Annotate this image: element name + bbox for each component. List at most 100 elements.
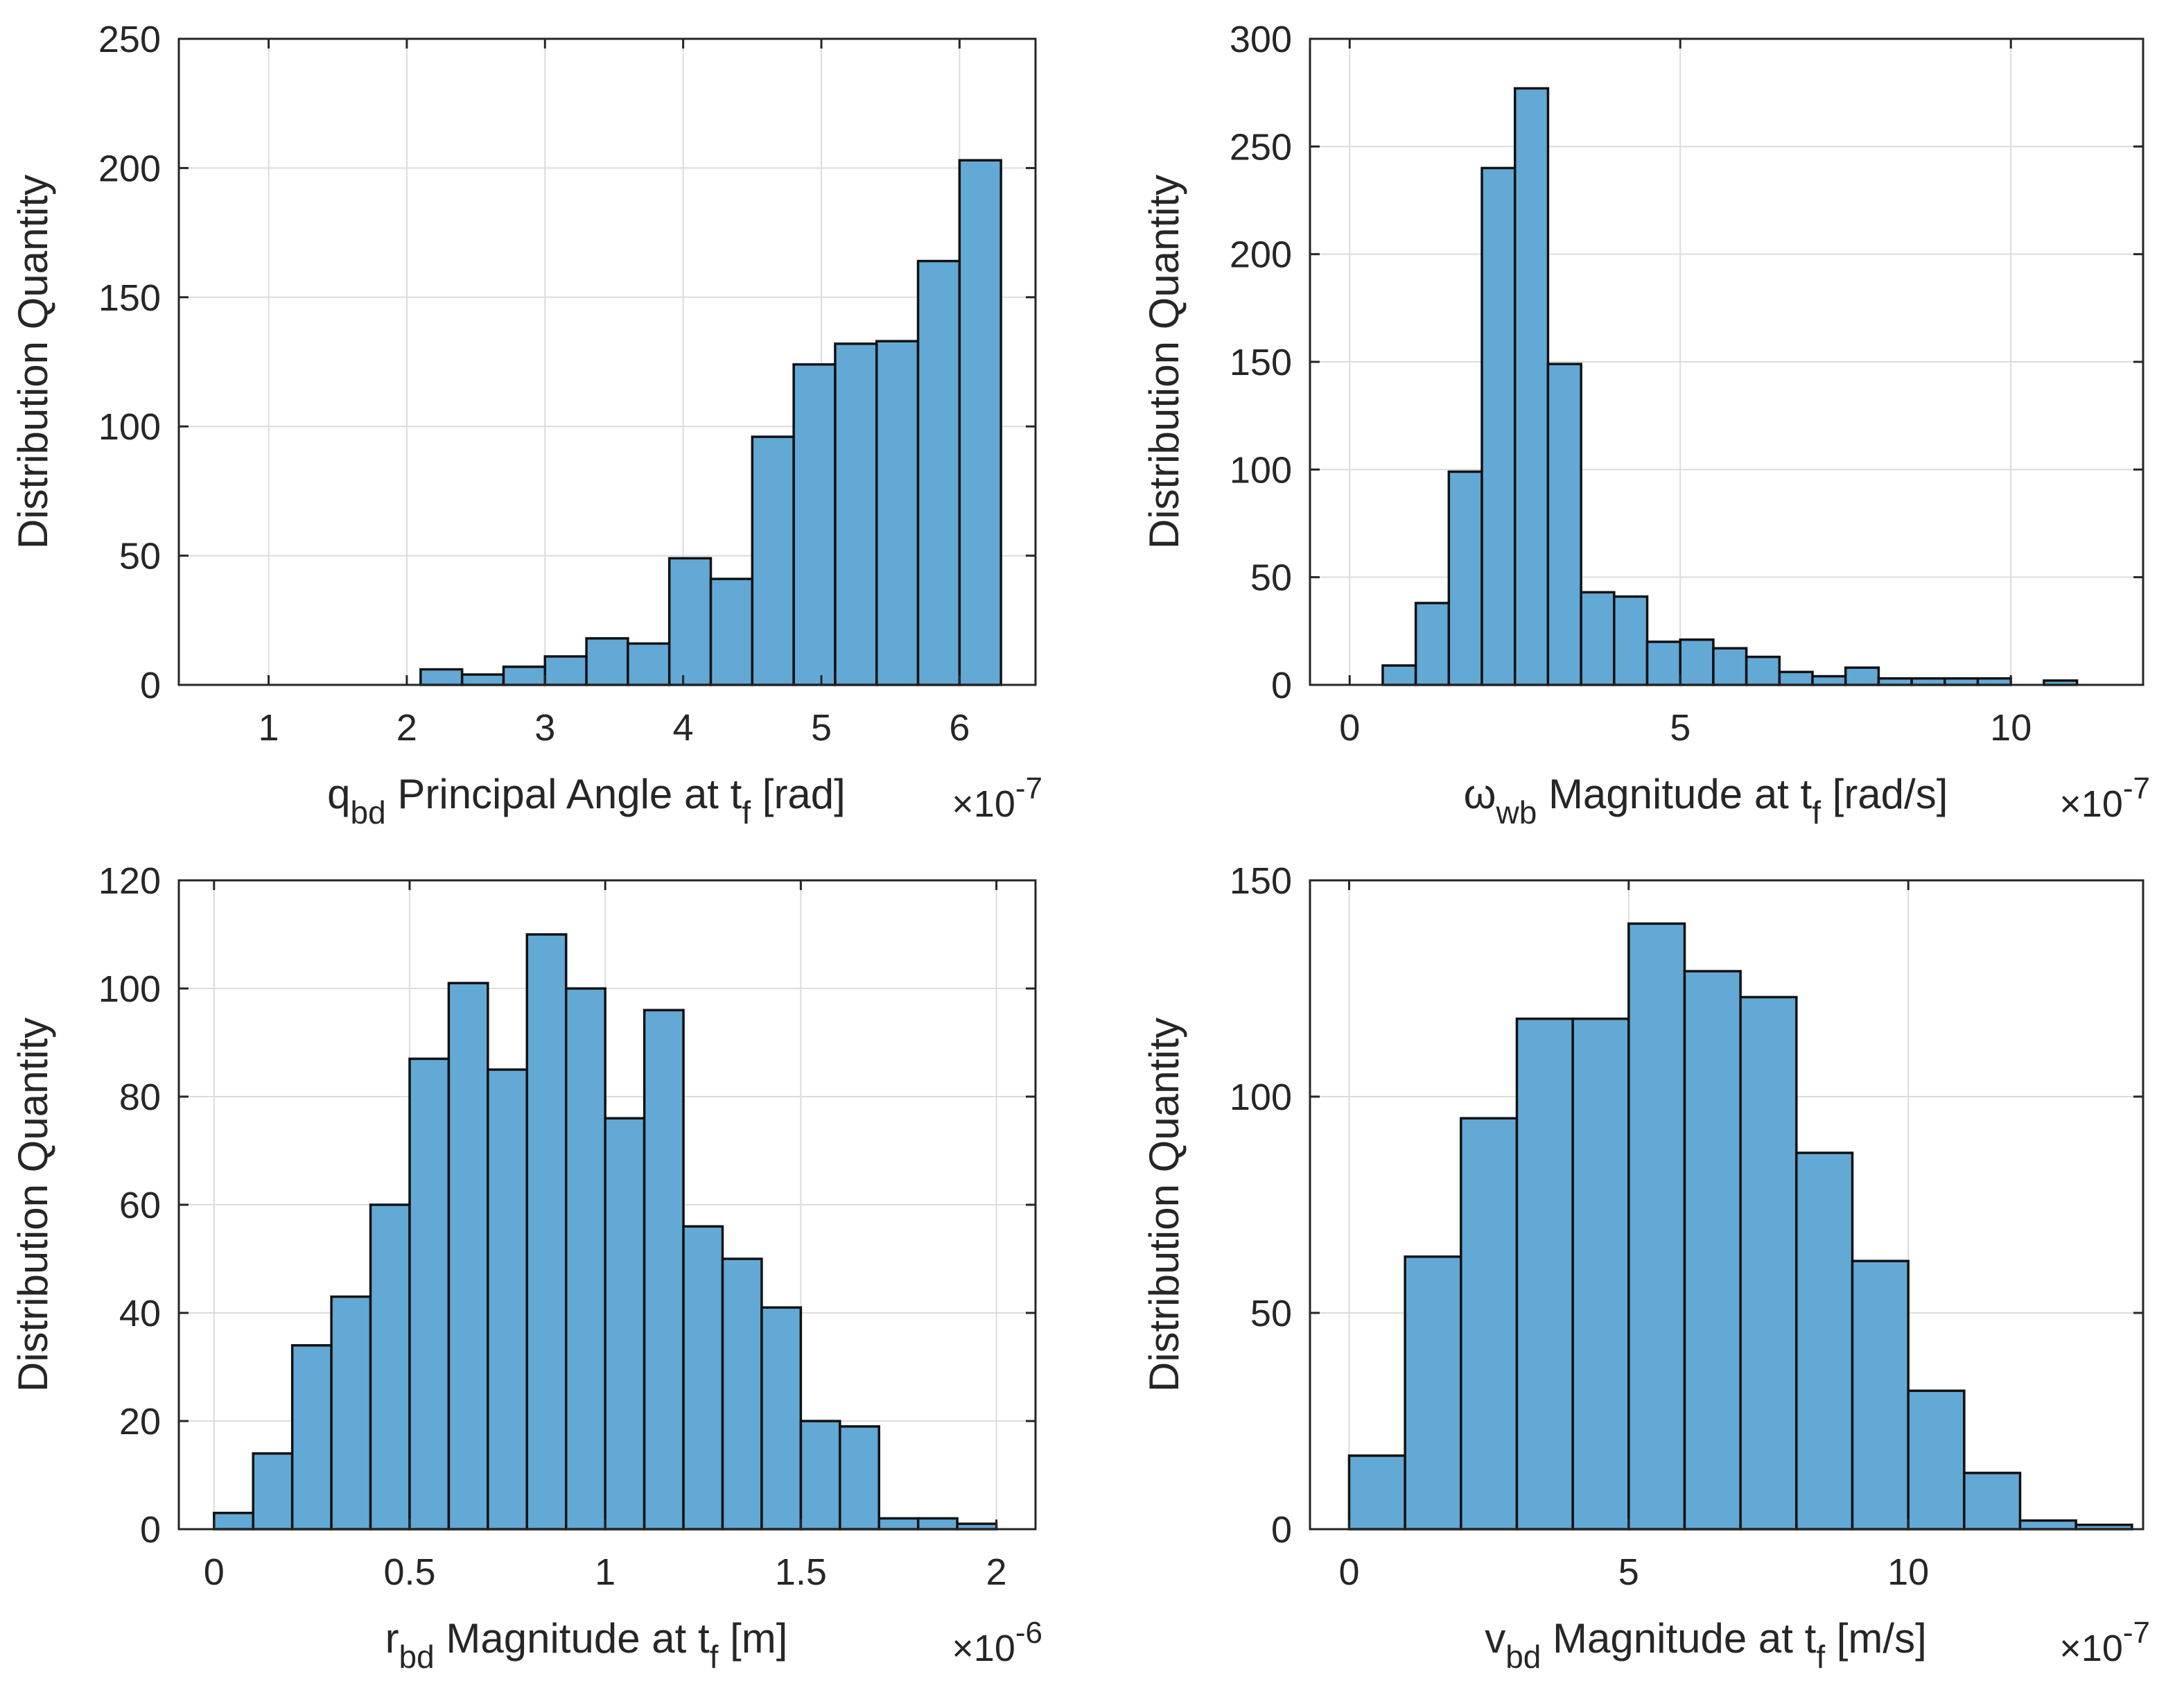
chart1-bar	[751, 435, 795, 686]
chart4-x-tick-label: 0	[1338, 1551, 1359, 1593]
chart1-bar	[834, 342, 878, 686]
chart1-x-tick-label: 5	[811, 707, 832, 749]
chart3-x-tick-label: 1.5	[775, 1551, 827, 1593]
chart3-y-axis-label: Distribution Quantity	[10, 1018, 56, 1392]
chart3-bar	[721, 1257, 763, 1531]
chart1-bar	[627, 642, 671, 686]
chart2-bar	[1447, 470, 1483, 686]
chart2-x-tick-label: 5	[1670, 707, 1691, 749]
chart2-y-tick-label: 200	[1230, 234, 1292, 276]
chart3-y-tick-label: 100	[98, 968, 161, 1010]
chart1-panel: 1 2 3 4 5 6 0 50 100 150 200 250 Distribution Quanti…	[10, 19, 1042, 830]
chart2-bar	[1580, 591, 1616, 686]
chart3-bar	[916, 1517, 959, 1531]
chart1-y-axis-label: Distribution Quantity	[10, 175, 56, 549]
chart1-bar	[543, 655, 588, 686]
chart2-x-axis-label: ωwb Magnitude at tf [rad/s]	[1464, 771, 1948, 830]
chart2-y-tick-label: 250	[1230, 126, 1292, 168]
chart2-bar	[1745, 655, 1781, 686]
chart1-y-tick-label: 50	[119, 536, 161, 577]
chart2-x-tick-label: 0	[1339, 707, 1360, 749]
chart1-bar	[460, 673, 505, 686]
chart3-bar	[877, 1517, 920, 1531]
chart4-bar	[1795, 1151, 1854, 1531]
chart2-bar	[1513, 87, 1550, 686]
chart4-bar	[1571, 1017, 1630, 1531]
chart4-y-tick-label: 100	[1230, 1077, 1292, 1118]
chart4-x-tick-label: 10	[1887, 1551, 1929, 1593]
chart3-bar	[290, 1344, 333, 1531]
chart4-bar	[1683, 970, 1742, 1531]
chart4-bar	[1627, 922, 1686, 1531]
chart2-y-tick-label: 150	[1230, 342, 1292, 383]
chart3-bar	[799, 1420, 841, 1531]
chart1-bar	[502, 665, 547, 686]
chart2-bar	[1844, 666, 1880, 686]
chart2-y-tick-label: 50	[1250, 557, 1292, 599]
chart1-x-tick-label: 3	[534, 707, 555, 749]
chart4-axes-frame	[1309, 879, 2144, 1531]
chart1-y-tick-label: 200	[98, 148, 161, 189]
chart1-y-tick-label: 0	[140, 665, 161, 706]
chart3-bar	[760, 1306, 803, 1531]
chart3-x-tick-label: 0	[204, 1551, 225, 1593]
chart1-bar	[958, 159, 1002, 686]
chart1-bar	[916, 259, 961, 686]
chart3-bar	[487, 1068, 529, 1531]
chart3-x-tick-label: 1	[595, 1551, 615, 1593]
chart1-axes-frame	[177, 37, 1037, 686]
chart3-x-axis-label: rbd Magnitude at tf [m]	[385, 1615, 788, 1675]
chart3-bar	[252, 1452, 294, 1531]
chart4-bar	[1739, 995, 1798, 1531]
chart3-bar	[604, 1117, 646, 1531]
chart3-y-tick-label: 80	[119, 1077, 161, 1118]
chart4-bar	[1347, 1454, 1406, 1531]
chart3-x-tick-label: 0.5	[383, 1551, 435, 1593]
chart2-y-tick-label: 0	[1271, 665, 1292, 706]
chart2-y-tick-label: 100	[1230, 449, 1292, 491]
chart4-bar	[1515, 1017, 1574, 1531]
chart2-x-exponent: ×10-7	[2059, 772, 2150, 825]
chart2-bar	[1480, 166, 1517, 686]
chart2-bar	[1613, 595, 1649, 686]
chart3-bar	[682, 1225, 724, 1531]
chart3-x-exponent: ×10-6	[952, 1616, 1042, 1669]
chart4-bar	[1907, 1389, 1966, 1531]
chart3-bar	[839, 1425, 880, 1531]
chart1-y-tick-label: 100	[98, 406, 161, 448]
chart3-y-tick-label: 40	[119, 1293, 161, 1334]
chart4-bar	[1851, 1260, 1910, 1531]
chart1-bar	[792, 363, 837, 686]
chart1-x-axis-label: qbd Principal Angle at tf [rad]	[327, 771, 846, 830]
chart3-x-tick-label: 2	[986, 1551, 1007, 1593]
chart4-bar	[1963, 1472, 2022, 1531]
chart1-y-tick-label: 250	[98, 19, 161, 60]
chart1-x-exponent: ×10-7	[952, 772, 1042, 825]
chart1-x-tick-label: 1	[259, 707, 279, 749]
chart3-bar	[564, 987, 606, 1531]
chart1-bar	[419, 668, 464, 686]
chart1-bar	[709, 577, 754, 686]
chart4-x-tick-label: 5	[1618, 1551, 1639, 1593]
chart2-x-tick-label: 10	[1990, 707, 2032, 749]
chart3-bar	[525, 933, 568, 1531]
chart4-y-axis-label: Distribution Quantity	[1141, 1018, 1187, 1392]
chart4-bar	[2018, 1519, 2077, 1531]
chart4-x-exponent: ×10-7	[2059, 1616, 2150, 1669]
chart1-x-tick-label: 6	[949, 707, 970, 749]
chart3-y-tick-label: 120	[98, 860, 161, 902]
chart1-x-tick-label: 2	[396, 707, 417, 749]
chart4-bar	[1460, 1117, 1519, 1531]
chart3-bar	[213, 1511, 254, 1531]
chart3-bar	[369, 1203, 411, 1531]
chart1-bar	[667, 557, 713, 686]
chart2-y-axis-label: Distribution Quantity	[1141, 175, 1187, 549]
chart2-bar	[1381, 664, 1417, 686]
chart2-bar	[1712, 647, 1748, 686]
chart2-bar	[1778, 670, 1814, 686]
chart3-bar	[447, 982, 489, 1531]
